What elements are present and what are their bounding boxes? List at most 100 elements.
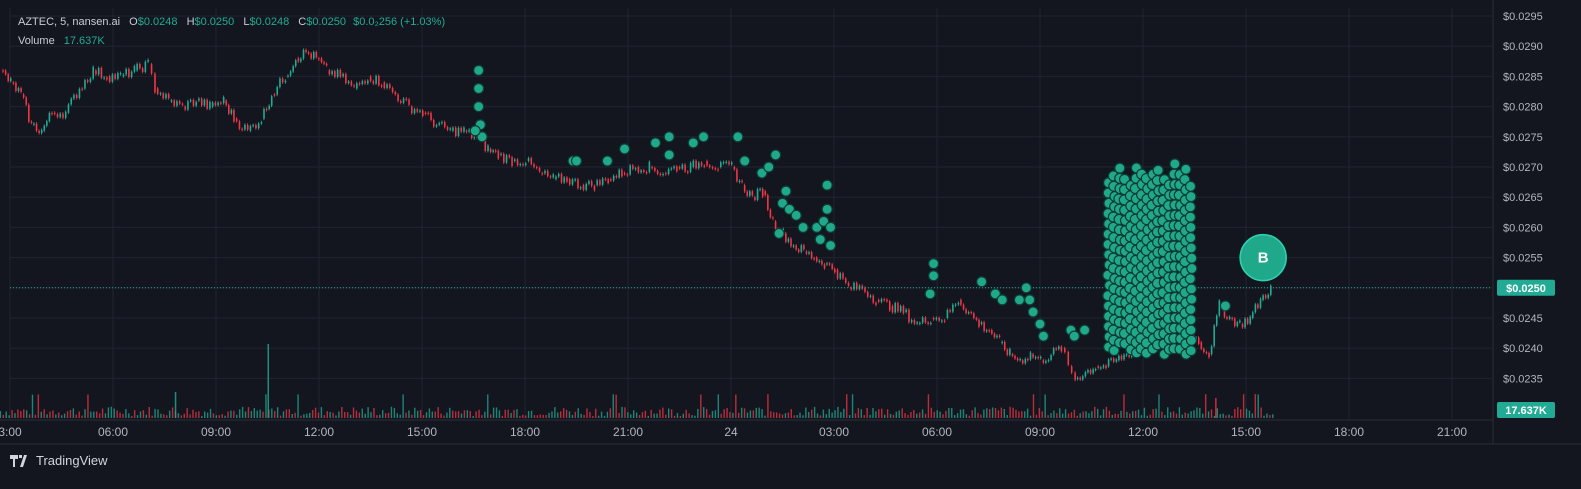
- candle-body: [315, 52, 318, 58]
- tradingview-footer[interactable]: TradingView: [10, 453, 108, 468]
- volume-bar: [11, 410, 13, 418]
- candle-body: [128, 68, 130, 78]
- volume-bar: [516, 409, 518, 418]
- volume-bar: [60, 415, 63, 418]
- candle-body: [260, 122, 263, 124]
- candle-body: [10, 78, 12, 82]
- y-tick-label: $0.0240: [1503, 343, 1543, 355]
- candle-body: [826, 263, 828, 265]
- trade-bubble: [1185, 314, 1197, 326]
- volume-bar: [230, 410, 232, 418]
- volume-bar: [1073, 409, 1076, 418]
- candle-body: [122, 74, 125, 77]
- candle-body: [497, 150, 500, 159]
- volume-bar: [813, 406, 816, 418]
- candle-body: [665, 173, 667, 175]
- candle-body: [1097, 366, 1100, 369]
- candle-body: [872, 295, 875, 303]
- candle-body: [28, 104, 30, 122]
- volume-bar: [8, 415, 10, 418]
- candle-body: [380, 85, 383, 87]
- volume-bar: [81, 415, 83, 418]
- trade-bubble: [1024, 294, 1036, 306]
- volume-bar: [382, 410, 384, 418]
- volume-bar: [1143, 407, 1146, 418]
- candle-body: [927, 322, 929, 324]
- volume-bar: [215, 415, 218, 418]
- trade-bubble: [473, 100, 485, 113]
- volume-bar: [688, 413, 690, 418]
- y-tick-label: $0.0245: [1503, 313, 1543, 325]
- volume-bars: [0, 344, 1274, 418]
- candle-body: [604, 178, 607, 180]
- trade-bubble: [773, 227, 785, 240]
- trade-bubble: [1027, 306, 1039, 318]
- buy-marker[interactable]: B: [1239, 233, 1287, 282]
- trade-bubble: [1184, 180, 1197, 192]
- candle-body: [728, 161, 730, 165]
- volume-bar: [399, 414, 401, 418]
- candle-body: [709, 165, 711, 168]
- candle-body: [432, 120, 435, 127]
- candle-body: [375, 75, 377, 84]
- candle-body: [1092, 369, 1094, 374]
- volume-bar: [17, 409, 19, 418]
- candle-body: [1226, 317, 1228, 319]
- candle-body: [673, 166, 675, 169]
- candle-body: [1118, 355, 1120, 361]
- volume-bar: [825, 414, 827, 418]
- candle-body: [533, 164, 535, 167]
- candle-body: [1107, 359, 1110, 367]
- candle-body: [17, 88, 20, 92]
- trade-bubble: [601, 155, 614, 167]
- volume-bar: [402, 394, 404, 418]
- candle-body: [73, 94, 75, 99]
- candle-body: [1050, 355, 1052, 360]
- candle-body: [941, 320, 943, 322]
- candle-body: [1067, 352, 1070, 365]
- candle-body: [563, 177, 566, 183]
- x-tick-label: 18:00: [510, 425, 540, 439]
- candle-body: [494, 150, 497, 152]
- y-tick-label: $0.0270: [1503, 162, 1543, 174]
- candle-body: [596, 180, 599, 186]
- candle-body: [511, 157, 513, 167]
- trade-bubble: [570, 155, 583, 167]
- volume-bar: [989, 409, 991, 418]
- volume-bar: [589, 412, 591, 418]
- volume-bar: [276, 407, 279, 418]
- plot-area: [10, 8, 1492, 419]
- candle-body: [156, 88, 159, 94]
- volume-bar: [1137, 409, 1140, 418]
- candle-body: [51, 112, 53, 115]
- trade-bubbles: [469, 64, 1232, 360]
- trade-bubble: [1152, 164, 1164, 176]
- y-tick-label: $0.0255: [1503, 253, 1543, 265]
- candle-body: [684, 164, 686, 172]
- candle-body: [265, 108, 268, 111]
- volume-bar: [1190, 411, 1192, 418]
- candle-body: [916, 322, 918, 324]
- volume-bar: [1152, 409, 1154, 418]
- candle-body: [706, 160, 708, 166]
- candle-body: [119, 73, 122, 75]
- candle-body: [676, 166, 678, 172]
- candle-body: [139, 63, 141, 69]
- volume-bar: [1076, 415, 1078, 418]
- candle-body: [808, 252, 810, 254]
- ohlc-legend: AZTEC, 5, nansen.ai O$0.0248 H$0.0250 L$…: [18, 16, 445, 28]
- volume-bar: [212, 413, 215, 418]
- volume-bar: [962, 409, 965, 418]
- volume-bar: [72, 408, 75, 418]
- candle-body: [372, 81, 375, 84]
- x-tick-label: 15:00: [407, 425, 437, 439]
- volume-bar: [910, 412, 912, 418]
- volume-bar: [1228, 414, 1230, 418]
- candle-body: [405, 98, 408, 100]
- volume-bar: [1199, 407, 1201, 418]
- volume-bar: [670, 409, 673, 418]
- candle-body: [38, 130, 40, 134]
- candle-body: [12, 82, 15, 84]
